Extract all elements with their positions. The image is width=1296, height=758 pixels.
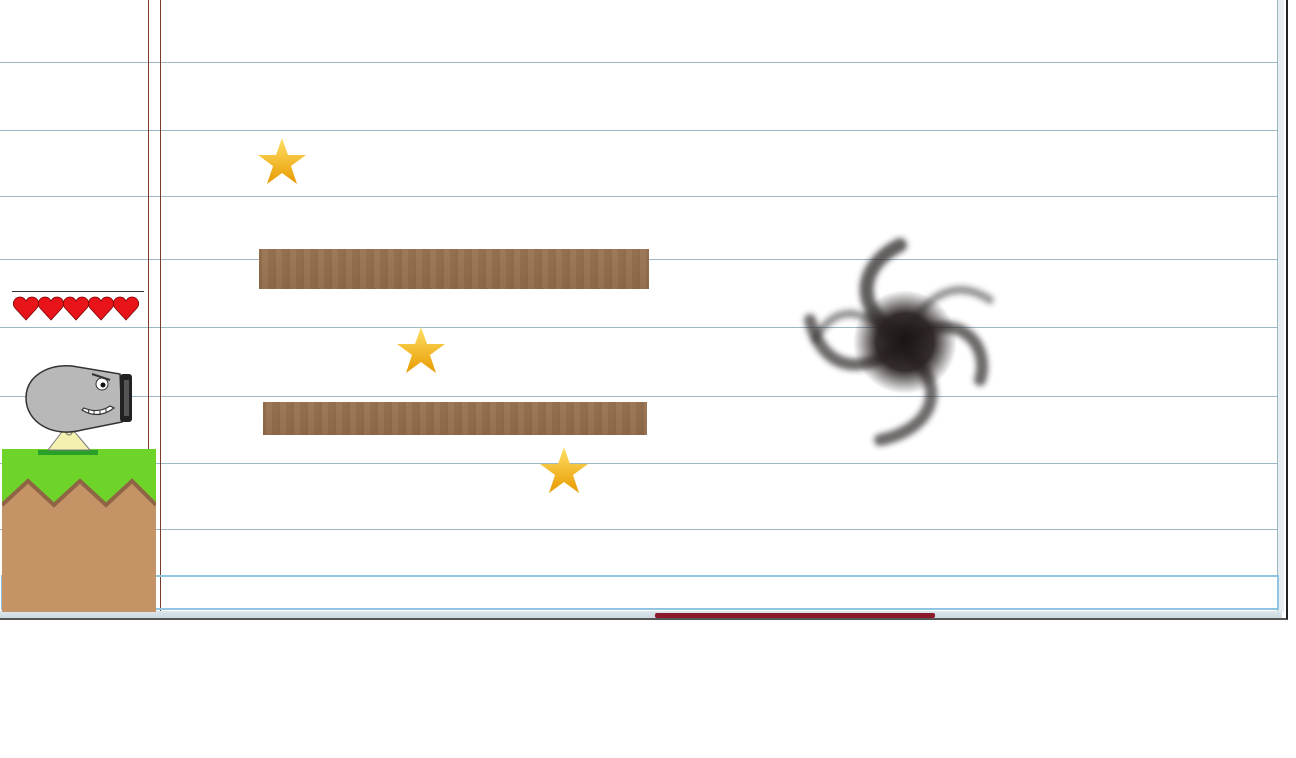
star-icon[interactable] xyxy=(396,326,446,374)
bottom-bar xyxy=(1,575,1279,610)
wooden-plank-platform xyxy=(259,249,649,289)
black-hole-vortex xyxy=(804,238,994,446)
star-icon[interactable] xyxy=(257,137,307,185)
heart-icon xyxy=(113,296,139,321)
ruled-line xyxy=(0,196,1282,197)
lives-display xyxy=(12,291,144,324)
progress-indicator xyxy=(655,613,935,618)
ruled-line xyxy=(0,396,1282,397)
game-viewport[interactable] xyxy=(0,0,1288,620)
margin-line xyxy=(160,0,161,612)
ruled-line xyxy=(0,463,1282,464)
ruled-line xyxy=(0,130,1282,131)
ruled-line xyxy=(0,327,1282,328)
cannon-player[interactable] xyxy=(22,362,138,458)
ruled-line xyxy=(0,529,1282,530)
wooden-plank-platform xyxy=(263,402,647,435)
star-icon[interactable] xyxy=(539,446,589,494)
heart-icon xyxy=(13,296,39,321)
ruled-line xyxy=(0,62,1282,63)
margin-line xyxy=(148,0,149,612)
heart-icon xyxy=(38,296,64,321)
scrollbar[interactable] xyxy=(1277,0,1284,612)
window-bottom-edge xyxy=(0,611,1282,618)
heart-icon xyxy=(63,296,89,321)
heart-icon xyxy=(88,296,114,321)
grass-ground-block xyxy=(2,449,156,612)
